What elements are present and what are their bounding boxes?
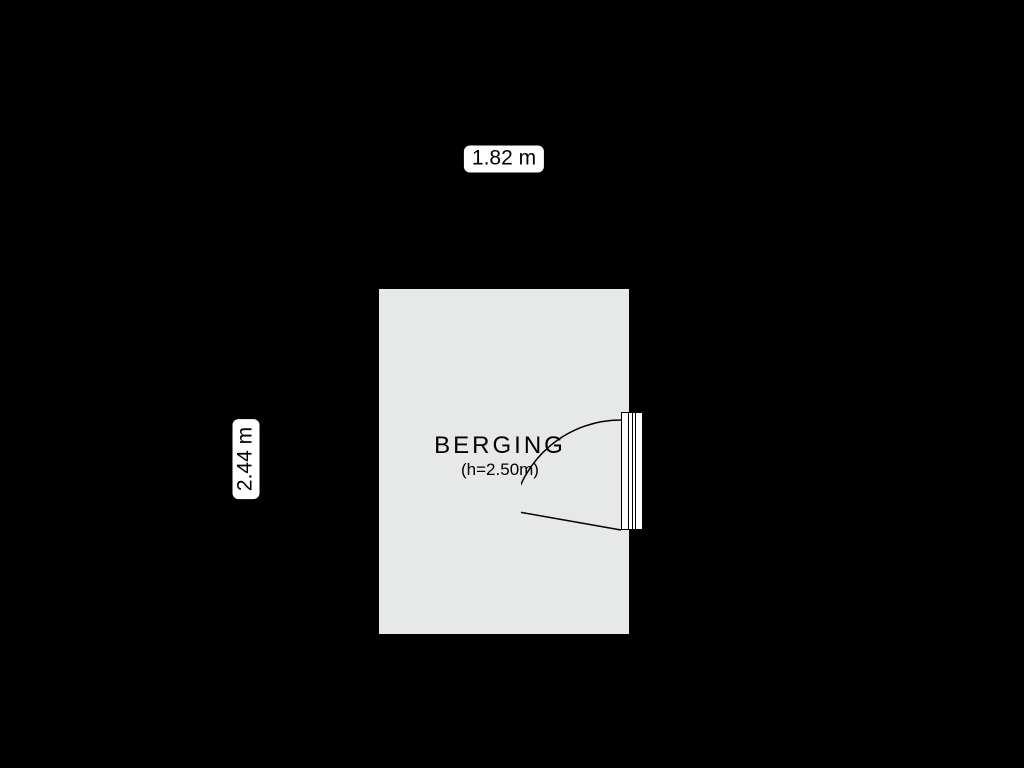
room-name-text: BERGING (434, 432, 566, 460)
room-label: BERGING (h=2.50m) (434, 432, 566, 480)
room-height-text: (h=2.50m) (434, 460, 566, 480)
door-swing-arc (521, 312, 647, 534)
dimension-height-label: 2.44 m (233, 419, 260, 499)
dimension-width-label: 1.82 m (464, 146, 544, 173)
floorplan-canvas: { "background_color": "#000000", "room":… (0, 0, 1024, 768)
